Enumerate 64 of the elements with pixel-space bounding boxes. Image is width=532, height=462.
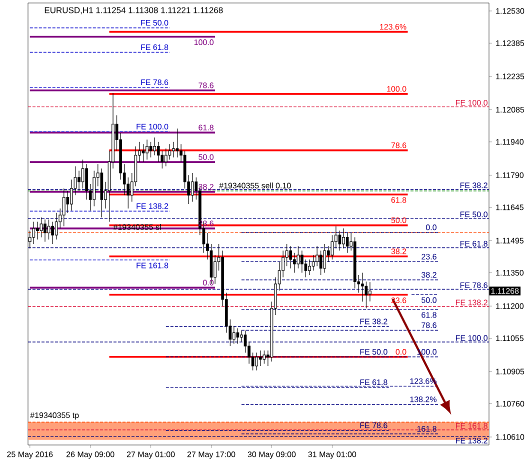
y-tick-label: 1.11055 [496, 335, 524, 342]
series-label: 61.8 [391, 197, 406, 203]
series-label: 50.0 [422, 297, 436, 303]
series-label: 78.6 [198, 82, 214, 88]
ref-line-label: FE 100.0 [456, 100, 488, 106]
y-tick-label: 1.10905 [496, 368, 524, 374]
series-label: FE 50.0 [141, 20, 168, 26]
series-label: 38.2 [198, 184, 214, 190]
series-label: FE 50.0 [360, 349, 388, 355]
series-label: 78.6 [422, 322, 436, 328]
series-label: 50.0 [198, 154, 214, 160]
y-tick-label: 1.11940 [496, 139, 524, 145]
series-label: 100.0 [194, 39, 214, 46]
chart-title: EURUSD,H1 1.11254 1.11308 1.11221 1.11268 [44, 7, 223, 14]
x-tick-label: 31 May 01:00 [308, 452, 356, 459]
x-tick-label: 26 May 09:00 [66, 452, 114, 459]
ref-line-label: FE 78.6 [460, 282, 488, 288]
x-tick-label: 27 May 01:00 [126, 452, 175, 459]
x-tick-label: 27 May 17:00 [187, 452, 236, 459]
series-label: 78.6 [391, 142, 406, 148]
ref-line-label: FE 138.2 [456, 438, 488, 444]
annotation: #19340355 sell 0.10 [219, 182, 291, 188]
x-tick-label: 25 May 2016 [7, 452, 53, 459]
series-label: 38.2 [391, 248, 406, 254]
y-tick-label: 1.12385 [496, 40, 524, 46]
series-label: 61.8 [422, 312, 436, 318]
text: 1.11268 [491, 288, 519, 294]
y-tick-label: 1.12235 [496, 74, 524, 80]
series-label: 161.8 [417, 426, 436, 432]
series-label: FE 61.8 [141, 44, 168, 50]
annotation: #19340355 tp [30, 412, 79, 420]
ref-line-label: FE 50.0 [460, 212, 488, 218]
series-label: 0.0 [426, 224, 436, 230]
series-label: 61.8 [198, 124, 214, 130]
series-label: FE 138.2 [136, 203, 168, 209]
series-label: 0.0 [203, 280, 214, 286]
series-label: FE 61.8 [360, 379, 388, 386]
series-label: FE 161.8 [136, 262, 168, 268]
series-label: 38.2 [422, 272, 436, 278]
series-label: 50.0 [391, 217, 406, 224]
y-tick-label: 1.11200 [496, 303, 524, 309]
y-tick-label: 1.11495 [496, 238, 524, 244]
series-label: FE 78.6 [360, 422, 388, 428]
y-tick-label: 1.12530 [496, 8, 524, 14]
ref-line-label: FE 161.8 [456, 423, 488, 429]
series-label: FE 100.0 [136, 124, 168, 130]
y-tick-label: 1.11645 [496, 204, 524, 210]
series-label: 23.6 [422, 254, 436, 260]
ref-line-label: FE 38.2 [460, 182, 488, 188]
series-label: 100.0 [387, 86, 406, 92]
series-label: 138.2% [410, 396, 436, 402]
x-tick-label: 30 May 09:00 [248, 452, 296, 459]
y-tick-label: 1.10610 [496, 434, 524, 440]
series-label: 0.0 [396, 349, 406, 355]
ref-line-label: FE 138.2 [456, 300, 488, 306]
series-label: FE 38.2 [360, 318, 388, 324]
y-tick-label: 1.12085 [496, 106, 524, 113]
y-tick-label: 1.11350 [496, 270, 524, 276]
series-label: FE 78.6 [141, 79, 168, 86]
ref-line-label: FE 100.0 [456, 335, 488, 341]
y-tick-label: 1.11790 [496, 172, 524, 178]
series-label: 123.6% [380, 24, 406, 30]
y-tick-label: 1.10760 [496, 400, 524, 407]
ref-line-label: FE 61.8 [460, 240, 488, 247]
